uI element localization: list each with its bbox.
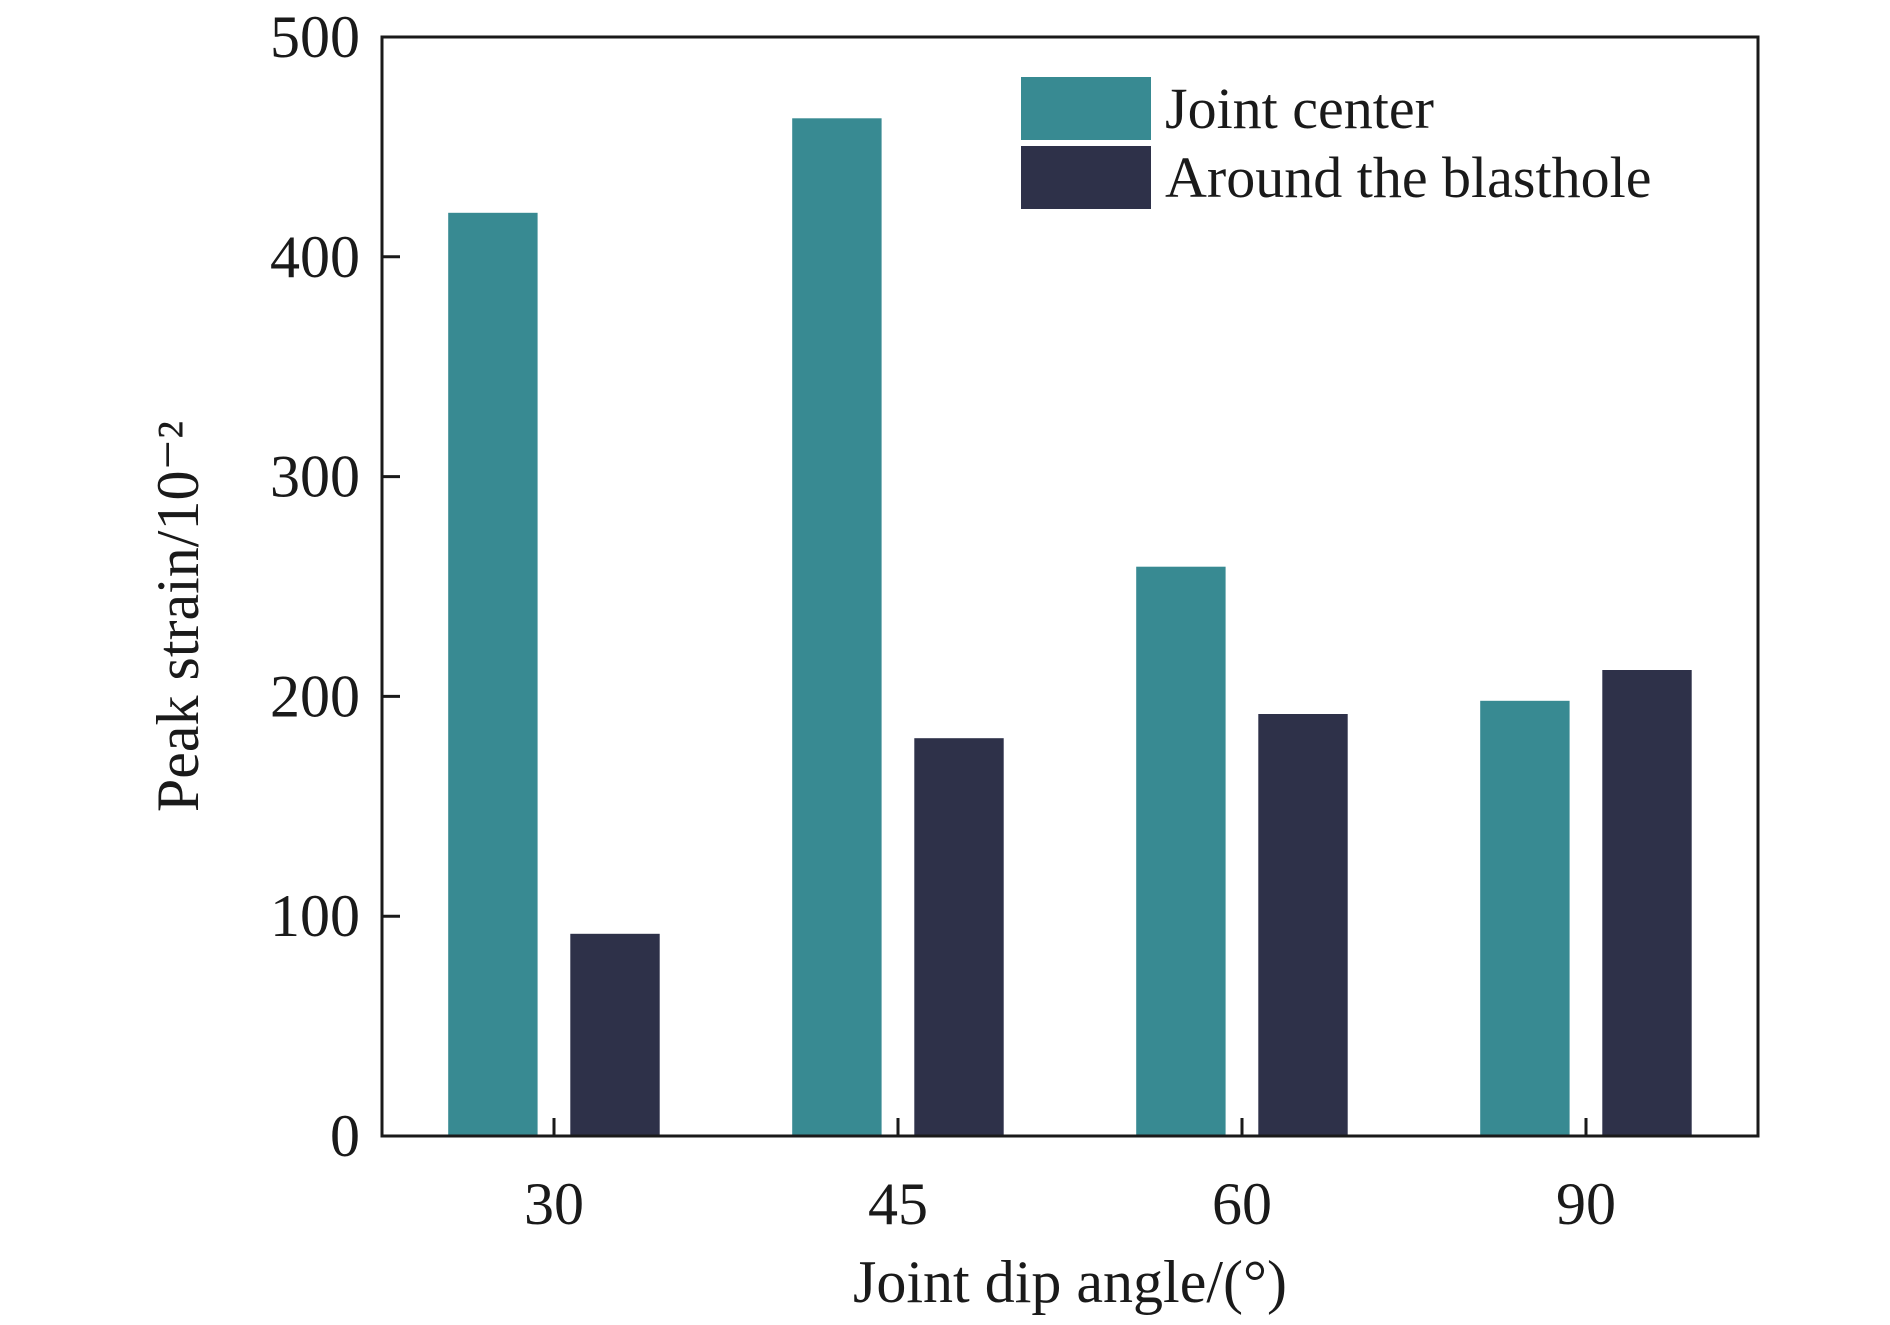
bar-joint-center-90 bbox=[1480, 700, 1570, 1136]
bars-layer bbox=[448, 118, 1692, 1137]
y-tick-label-400: 400 bbox=[270, 224, 360, 290]
y-tick-label-300: 300 bbox=[270, 444, 360, 510]
legend-swatch-around-the-blasthole bbox=[1021, 146, 1151, 209]
legend-label-around-the-blasthole: Around the blasthole bbox=[1165, 145, 1651, 210]
y-tick-label-200: 200 bbox=[270, 663, 360, 729]
x-axis-title: Joint dip angle/(°) bbox=[853, 1249, 1287, 1315]
legend-swatch-joint-center bbox=[1021, 77, 1151, 140]
y-tick-label-0: 0 bbox=[330, 1103, 360, 1169]
y-axis-title: Peak strain/10⁻² bbox=[145, 421, 211, 812]
x-tick-label-30: 30 bbox=[524, 1171, 584, 1237]
bar-joint-center-60 bbox=[1136, 566, 1226, 1136]
x-tick-label-45: 45 bbox=[868, 1171, 928, 1237]
axes-layer: 30 45 60 90 0 100 200 300 400 500 bbox=[270, 4, 1760, 1237]
bar-around-the-blasthole-30 bbox=[570, 933, 660, 1136]
bar-around-the-blasthole-60 bbox=[1258, 714, 1348, 1136]
plot-frame bbox=[380, 35, 1760, 1138]
legend-label-joint-center: Joint center bbox=[1165, 76, 1434, 141]
bar-joint-center-45 bbox=[792, 118, 882, 1137]
bar-joint-center-30 bbox=[448, 212, 538, 1137]
x-tick-label-90: 90 bbox=[1556, 1171, 1616, 1237]
y-tick-label-500: 500 bbox=[270, 4, 360, 70]
bar-around-the-blasthole-90 bbox=[1602, 670, 1692, 1136]
y-tick-label-100: 100 bbox=[270, 883, 360, 949]
bar-around-the-blasthole-45 bbox=[914, 738, 1004, 1136]
x-tick-label-60: 60 bbox=[1212, 1171, 1272, 1237]
